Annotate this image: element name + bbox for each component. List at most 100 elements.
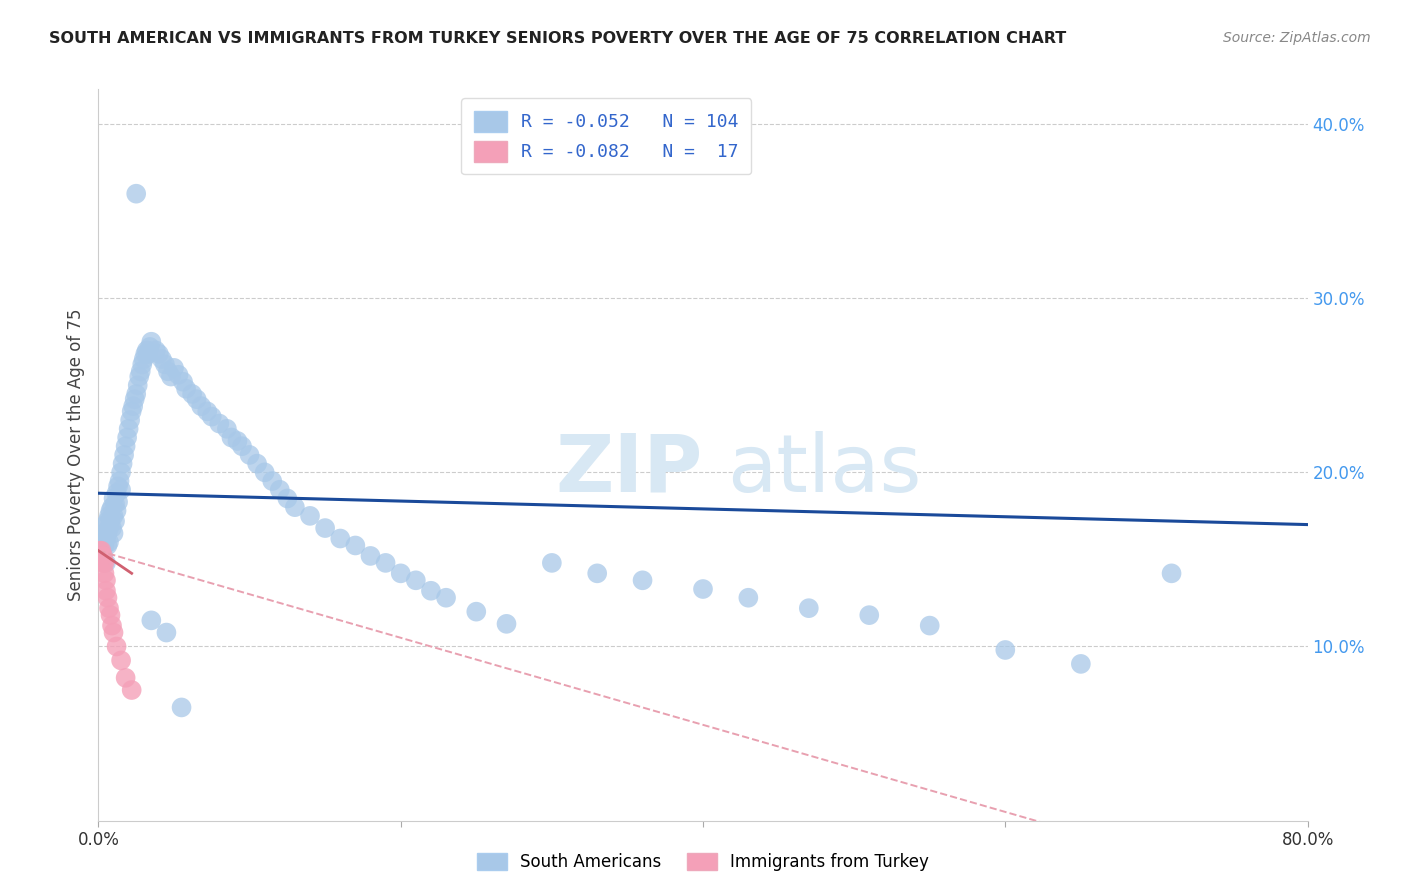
Point [110, 483, 132, 497]
Point [91, 549, 114, 563]
Point [112, 448, 135, 462]
Point [125, 387, 148, 401]
Point [129, 364, 152, 378]
Point [181, 387, 204, 401]
Point [101, 500, 124, 515]
Point [89, 543, 111, 558]
Point [153, 357, 176, 371]
Point [360, 549, 382, 563]
Point [101, 521, 124, 535]
Point [91, 549, 114, 563]
Point [231, 439, 253, 453]
Point [208, 417, 231, 431]
Point [125, 186, 148, 201]
Point [221, 430, 243, 444]
Point [96, 539, 118, 553]
Text: Source: ZipAtlas.com: Source: ZipAtlas.com [1223, 31, 1371, 45]
Point [253, 466, 276, 480]
Point [135, 343, 157, 358]
Point [98, 535, 121, 549]
Point [107, 479, 129, 493]
Point [101, 618, 124, 632]
Point [118, 422, 141, 436]
Point [239, 448, 262, 462]
Point [114, 671, 136, 685]
Point [170, 700, 193, 714]
Point [93, 566, 115, 581]
Point [434, 591, 457, 605]
Point [269, 483, 291, 497]
Point [94, 517, 117, 532]
Point [226, 434, 249, 448]
Point [108, 474, 131, 488]
Point [145, 343, 167, 358]
Point [276, 491, 298, 506]
Point [96, 526, 118, 541]
Text: atlas: atlas [727, 431, 921, 508]
Point [134, 347, 156, 361]
Point [114, 439, 136, 453]
Point [389, 566, 412, 581]
Point [90, 543, 112, 558]
Point [98, 521, 121, 535]
Point [195, 404, 218, 418]
Point [405, 574, 427, 588]
Point [90, 543, 112, 558]
Point [167, 368, 190, 382]
Point [120, 413, 142, 427]
Point [91, 556, 114, 570]
Point [329, 532, 352, 546]
Point [103, 491, 125, 506]
Point [110, 653, 132, 667]
Point [105, 503, 128, 517]
Point [105, 640, 128, 654]
Point [110, 466, 132, 480]
Legend: R = -0.052   N = 104, R = -0.082   N =  17: R = -0.052 N = 104, R = -0.082 N = 17 [461, 98, 751, 174]
Point [141, 334, 163, 349]
Point [96, 514, 118, 528]
Point [540, 556, 562, 570]
Point [93, 556, 115, 570]
Point [155, 625, 177, 640]
Point [111, 457, 134, 471]
Point [94, 532, 117, 546]
Point [121, 404, 143, 418]
Point [104, 497, 127, 511]
Point [174, 382, 197, 396]
Point [160, 369, 183, 384]
Point [314, 521, 336, 535]
Point [136, 347, 159, 361]
Point [246, 457, 269, 471]
Point [115, 430, 138, 444]
Point [858, 608, 880, 623]
Y-axis label: Seniors Poverty Over the Age of 75: Seniors Poverty Over the Age of 75 [66, 309, 84, 601]
Point [1070, 657, 1092, 671]
Point [163, 360, 186, 375]
Point [141, 613, 163, 627]
Point [94, 583, 117, 598]
Point [631, 574, 654, 588]
Point [124, 392, 146, 407]
Point [465, 605, 488, 619]
Point [150, 352, 173, 367]
Point [737, 591, 759, 605]
Text: ZIP: ZIP [555, 431, 703, 508]
Point [201, 409, 224, 424]
Point [692, 582, 714, 596]
Point [131, 357, 153, 371]
Point [994, 643, 1017, 657]
Point [299, 508, 322, 523]
Point [103, 625, 125, 640]
Point [100, 514, 122, 528]
Point [374, 556, 396, 570]
Point [103, 508, 125, 523]
Point [139, 340, 162, 354]
Point [103, 526, 125, 541]
Point [93, 526, 115, 541]
Point [148, 347, 170, 361]
Point [127, 378, 149, 392]
Point [586, 566, 609, 581]
Point [420, 583, 443, 598]
Point [100, 608, 122, 623]
Point [105, 486, 128, 500]
